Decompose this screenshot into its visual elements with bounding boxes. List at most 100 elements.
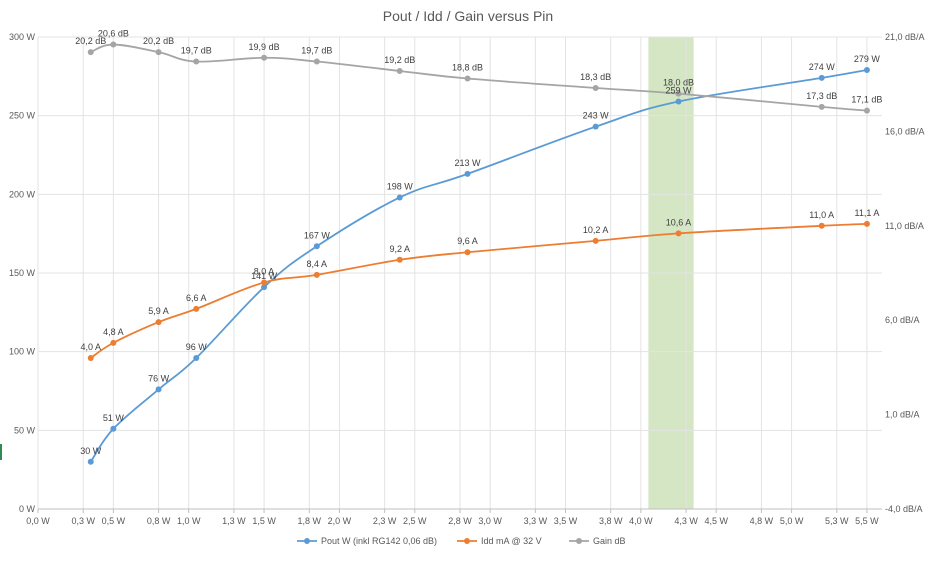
series-2-point [592, 84, 599, 91]
series-1-data-label: 4,0 A [80, 342, 101, 352]
x-tick-label: 2,3 W [373, 516, 397, 526]
x-tick-label: 5,3 W [825, 516, 849, 526]
x-tick-label: 4,3 W [674, 516, 698, 526]
y-left-tick-label: 50 W [14, 425, 36, 435]
series-2-point [396, 67, 403, 74]
series-2-data-label: 17,3 dB [806, 91, 837, 101]
x-tick-label: 1,3 W [222, 516, 246, 526]
series-1-data-label: 4,8 A [103, 327, 124, 337]
x-tick-label: 3,5 W [554, 516, 578, 526]
y-left-tick-label: 300 W [9, 32, 36, 42]
chart-title: Pout / Idd / Gain versus Pin [383, 8, 553, 24]
y-right-tick-label: -4,0 dB/A [885, 504, 923, 514]
series-0-point [396, 194, 403, 201]
series-0-data-label: 167 W [304, 230, 331, 240]
y-left-tick-label: 200 W [9, 189, 36, 199]
series-1-point [87, 354, 94, 361]
x-tick-label: 1,5 W [252, 516, 276, 526]
series-0-point [87, 458, 94, 465]
series-2-point [675, 90, 682, 97]
legend-entry-0: Pout W (inkl RG142 0,06 dB) [321, 536, 437, 546]
series-2-data-label: 20,2 dB [75, 36, 106, 46]
x-tick-label: 1,0 W [177, 516, 201, 526]
x-tick-label: 0,3 W [71, 516, 95, 526]
x-tick-label: 4,5 W [704, 516, 728, 526]
series-0-point [110, 425, 117, 432]
series-1-data-label: 10,6 A [666, 217, 692, 227]
series-2-data-label: 20,6 dB [98, 29, 129, 39]
series-2-point [193, 58, 200, 65]
series-0-point [193, 354, 200, 361]
series-1-point [313, 271, 320, 278]
y-right-tick-label: 16,0 dB/A [885, 126, 925, 136]
series-0-point [261, 284, 268, 291]
series-0-data-label: 141 W [251, 271, 278, 281]
series-2-point [464, 75, 471, 82]
x-tick-label: 2,5 W [403, 516, 427, 526]
series-0-data-label: 76 W [148, 373, 170, 383]
legend-entry-2: Gain dB [593, 536, 626, 546]
series-2-data-label: 19,7 dB [181, 46, 212, 56]
y-right-tick-label: 6,0 dB/A [885, 315, 920, 325]
series-1-data-label: 9,6 A [457, 236, 478, 246]
series-1-point [193, 305, 200, 312]
y-left-tick-label: 100 W [9, 347, 36, 357]
x-tick-label: 0,0 W [26, 516, 50, 526]
y-left-tick-label: 250 W [9, 111, 36, 121]
y-right-tick-label: 11,0 dB/A [885, 221, 924, 231]
series-2-point [110, 41, 117, 48]
series-2-point [261, 54, 268, 61]
series-2-point [155, 49, 162, 56]
legend-swatch-marker [304, 538, 310, 544]
series-2-data-label: 19,9 dB [249, 42, 280, 52]
selection-marker [0, 444, 2, 460]
x-tick-label: 0,5 W [102, 516, 126, 526]
y-left-tick-label: 150 W [9, 268, 36, 278]
series-1-data-label: 8,0 A [254, 266, 275, 276]
series-1-point [592, 237, 599, 244]
x-tick-label: 0,8 W [147, 516, 171, 526]
series-1-point [110, 339, 117, 346]
series-1-point [396, 256, 403, 263]
series-2-point [863, 107, 870, 114]
series-1-point [464, 249, 471, 256]
series-0-data-label: 30 W [80, 446, 102, 456]
x-tick-label: 3,3 W [524, 516, 548, 526]
series-1-point [818, 222, 825, 229]
legend-swatch-marker [576, 538, 582, 544]
series-0-point [675, 98, 682, 105]
series-2-data-label: 19,7 dB [301, 46, 332, 56]
series-1-data-label: 5,9 A [148, 306, 169, 316]
series-2-data-label: 18,0 dB [663, 78, 694, 88]
series-0-point [313, 243, 320, 250]
series-1-data-label: 10,2 A [583, 225, 609, 235]
y-left-tick-label: 0 W [19, 504, 36, 514]
series-2-point [818, 103, 825, 110]
series-0-point [155, 386, 162, 393]
series-1-point [155, 319, 162, 326]
series-0-point [464, 170, 471, 177]
x-tick-label: 4,0 W [629, 516, 653, 526]
series-1-data-label: 8,4 A [307, 259, 328, 269]
series-2-data-label: 18,3 dB [580, 72, 611, 82]
legend-swatch-marker [464, 538, 470, 544]
series-0-data-label: 51 W [103, 413, 125, 423]
x-tick-label: 1,8 W [298, 516, 322, 526]
series-0-data-label: 96 W [186, 342, 208, 352]
series-0-point [863, 67, 870, 74]
x-tick-label: 5,0 W [780, 516, 804, 526]
series-1-data-label: 11,1 A [854, 208, 879, 218]
x-tick-label: 2,8 W [448, 516, 472, 526]
series-1-point [863, 220, 870, 227]
series-0-data-label: 279 W [854, 54, 881, 64]
x-tick-label: 4,8 W [750, 516, 774, 526]
x-tick-label: 3,8 W [599, 516, 623, 526]
y-right-tick-label: 21,0 dB/A [885, 32, 925, 42]
series-1-data-label: 6,6 A [186, 293, 207, 303]
series-2-data-label: 17,1 dB [851, 95, 882, 105]
series-0-data-label: 213 W [455, 158, 482, 168]
series-0-data-label: 259 W [666, 86, 693, 96]
series-1-point [261, 279, 268, 286]
series-0-data-label: 274 W [809, 62, 836, 72]
